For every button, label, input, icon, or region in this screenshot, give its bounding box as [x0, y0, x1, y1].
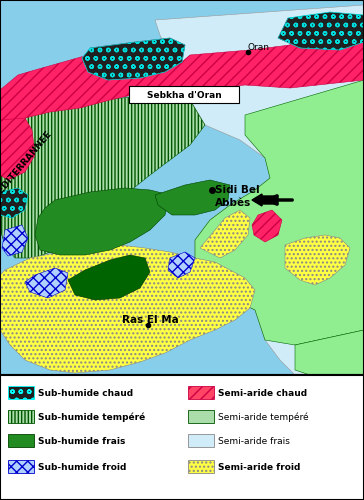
FancyBboxPatch shape	[129, 86, 239, 103]
Text: Sidi Bel: Sidi Bel	[215, 185, 260, 195]
Text: Semi-aride chaud: Semi-aride chaud	[218, 388, 307, 398]
Polygon shape	[0, 188, 28, 218]
Text: Ras El Ma: Ras El Ma	[122, 315, 178, 325]
Bar	[8, 410, 34, 423]
Bar	[188, 410, 214, 423]
Text: Abbès: Abbès	[215, 198, 251, 208]
Text: Sub-humide frais: Sub-humide frais	[38, 436, 125, 446]
Polygon shape	[168, 252, 195, 278]
Text: Sebkha d'Oran: Sebkha d'Oran	[147, 90, 221, 100]
Polygon shape	[200, 210, 250, 258]
Polygon shape	[155, 5, 364, 375]
Text: Semi-aride tempéré: Semi-aride tempéré	[218, 412, 309, 422]
Bar	[0, 375, 364, 500]
Polygon shape	[0, 18, 364, 125]
Text: MEDITERRANNEE: MEDITERRANNEE	[0, 129, 53, 201]
Polygon shape	[25, 268, 68, 298]
Polygon shape	[82, 38, 185, 80]
Bar	[8, 434, 34, 447]
Polygon shape	[155, 180, 230, 215]
Polygon shape	[0, 118, 35, 180]
Bar	[8, 386, 34, 399]
Polygon shape	[285, 235, 350, 285]
Polygon shape	[68, 255, 150, 300]
Text: Sub-humide tempéré: Sub-humide tempéré	[38, 412, 145, 422]
Bar	[0, 0, 364, 375]
Polygon shape	[295, 330, 364, 375]
FancyArrow shape	[252, 194, 278, 206]
Text: Sub-humide froid: Sub-humide froid	[38, 462, 126, 471]
Text: Oran: Oran	[248, 44, 270, 52]
Bar	[188, 434, 214, 447]
Polygon shape	[35, 188, 170, 255]
Bar	[188, 386, 214, 399]
Text: Semi-aride frais: Semi-aride frais	[218, 436, 290, 446]
Bar	[8, 460, 34, 473]
Polygon shape	[0, 245, 255, 373]
Polygon shape	[0, 95, 205, 258]
Text: Semi-aride froid: Semi-aride froid	[218, 462, 300, 471]
Text: Sub-humide chaud: Sub-humide chaud	[38, 388, 133, 398]
Polygon shape	[195, 80, 364, 345]
Polygon shape	[278, 12, 364, 50]
Bar	[0, 0, 364, 375]
Polygon shape	[2, 225, 28, 256]
Polygon shape	[252, 210, 282, 242]
Bar	[188, 460, 214, 473]
